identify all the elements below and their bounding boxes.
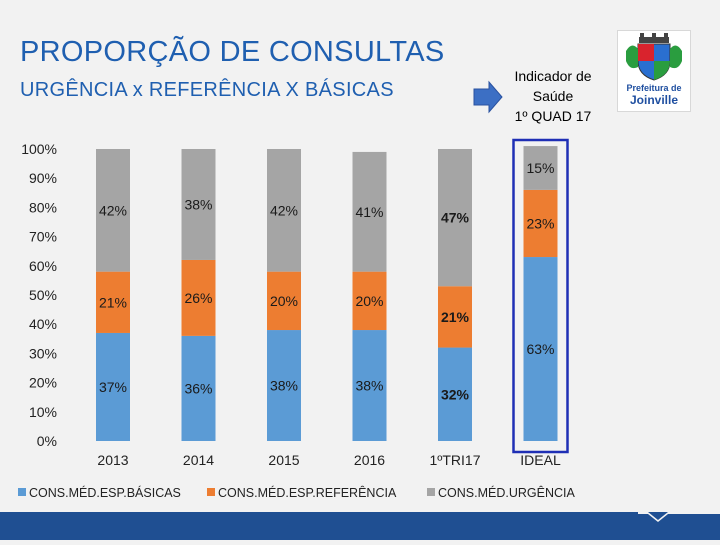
data-label: 26% xyxy=(184,290,212,306)
bar-segment xyxy=(352,330,387,441)
bar-segment xyxy=(352,271,387,331)
bar-segment xyxy=(352,151,387,272)
y-tick-label: 20% xyxy=(29,375,57,391)
bar-segment xyxy=(523,146,558,190)
prefeitura-joinville-logo: Prefeitura de Joinville xyxy=(617,30,691,112)
bar-segment xyxy=(523,257,558,441)
legend-swatch xyxy=(207,488,215,496)
bar-segment xyxy=(96,332,130,441)
legend-label: CONS.MÉD.ESP.REFERÊNCIA xyxy=(218,485,397,500)
data-label: 42% xyxy=(99,202,127,218)
x-tick-label: 2016 xyxy=(354,452,385,468)
indicator-line-1: Indicador de xyxy=(514,68,592,84)
y-tick-label: 10% xyxy=(29,404,57,420)
bar-segment xyxy=(523,189,558,258)
ideal-highlight-group xyxy=(512,138,569,454)
x-tick-label: IDEAL xyxy=(520,452,561,468)
data-label: 47% xyxy=(441,210,470,226)
highlight-box xyxy=(512,138,569,454)
y-tick-label: 80% xyxy=(29,199,57,215)
data-label: 21% xyxy=(99,294,127,310)
bar-segment xyxy=(181,335,216,441)
legend-label: CONS.MÉD.URGÊNCIA xyxy=(438,485,575,500)
data-label: 32% xyxy=(441,386,470,402)
y-tick-label: 50% xyxy=(29,287,57,303)
y-tick-label: 30% xyxy=(29,345,57,361)
data-label: 37% xyxy=(99,379,127,395)
data-label: 38% xyxy=(270,378,298,394)
bar-segment xyxy=(96,271,130,333)
legend-swatch xyxy=(18,488,26,496)
right-arrow-icon xyxy=(473,80,503,114)
data-label: 20% xyxy=(355,293,383,309)
data-label: 38% xyxy=(184,196,212,212)
data-label: 38% xyxy=(355,378,383,394)
logo-text-joinville: Joinville xyxy=(629,93,679,107)
indicator-line-2: Saúde xyxy=(532,88,574,104)
footer-notch xyxy=(638,512,720,522)
bar-segment xyxy=(438,286,472,348)
bar-segment xyxy=(96,149,130,272)
x-tick-label: 2015 xyxy=(268,452,299,468)
bars-group: 37% 21% 42% 36% 26% 38% 38% 20% 42% 38% 20% 41% 32% 2… xyxy=(96,146,558,441)
y-tick-label: 70% xyxy=(29,229,57,245)
data-label: 42% xyxy=(270,202,298,218)
chart-legend: CONS.MÉD.ESP.BÁSICAS CONS.MÉD.ESP.REFERÊN… xyxy=(18,485,575,500)
bar-segment xyxy=(438,347,472,441)
page-subtitle: URGÊNCIA x REFERÊNCIA X BÁSICAS xyxy=(20,79,394,101)
bar-segment xyxy=(438,149,472,287)
legend-swatch xyxy=(427,488,435,496)
x-tick-label: 2014 xyxy=(183,452,214,468)
stacked-bar-chart: 0% 10% 20% 30% 40% 50% 60% 70% 80% 90% 100% 37% 21%… xyxy=(18,138,575,500)
bar-segment xyxy=(267,271,301,331)
legend-label: CONS.MÉD.ESP.BÁSICAS xyxy=(29,485,181,500)
data-label: 20% xyxy=(270,293,298,309)
y-tick-label: 100% xyxy=(21,141,57,157)
y-axis: 0% 10% 20% 30% 40% 50% 60% 70% 80% 90% 100% xyxy=(21,141,57,449)
bar-segment xyxy=(267,330,301,441)
y-tick-label: 60% xyxy=(29,258,57,274)
bar-segment xyxy=(181,149,216,260)
y-tick-label: 40% xyxy=(29,316,57,332)
bar-segment xyxy=(181,259,216,336)
y-tick-label: 0% xyxy=(37,433,57,449)
data-label: 23% xyxy=(526,215,554,231)
indicator-line-3: 1º QUAD 17 xyxy=(514,108,592,124)
x-tick-label: 2013 xyxy=(97,452,128,468)
data-label: 21% xyxy=(441,309,470,325)
data-label: 41% xyxy=(355,204,383,220)
bar-segment xyxy=(267,149,301,272)
data-label: 63% xyxy=(526,341,554,357)
data-label: 15% xyxy=(526,160,554,176)
coat-of-arms-icon xyxy=(626,33,682,81)
data-label: 36% xyxy=(184,380,212,396)
health-indicator-note: Indicador de Saúde 1º QUAD 17 xyxy=(496,66,610,126)
page-title: PROPORÇÃO DE CONSULTAS xyxy=(20,36,445,68)
y-tick-label: 90% xyxy=(29,170,57,186)
logo-text-prefeitura: Prefeitura de xyxy=(626,83,682,93)
x-axis: 2013 2014 2015 2016 1ºTRI17 IDEAL xyxy=(97,452,561,468)
footer-bar xyxy=(0,512,720,540)
x-tick-label: 1ºTRI17 xyxy=(429,452,480,468)
